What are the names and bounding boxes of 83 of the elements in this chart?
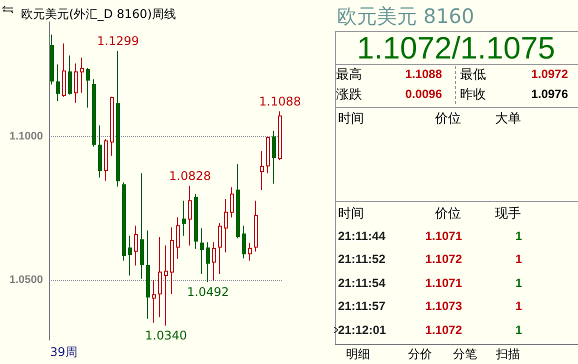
text: 0.0096	[405, 87, 442, 101]
y-tick-label: 1.0500	[9, 274, 43, 286]
candlestick	[272, 130, 276, 184]
text: 1.0972	[531, 67, 568, 81]
candlestick	[248, 242, 252, 262]
candlestick	[152, 280, 156, 324]
candlestick	[188, 185, 192, 246]
text: 1	[515, 323, 522, 337]
text: 分笔	[453, 347, 477, 361]
candlestick	[110, 96, 114, 156]
text: 时间	[338, 110, 364, 126]
candlestick	[62, 42, 66, 98]
candlestick	[218, 222, 222, 274]
text: 1.1073	[425, 299, 462, 313]
text: 欧元美元 8160	[337, 4, 474, 28]
text: 21:12:01	[338, 323, 386, 337]
candlestick	[176, 216, 180, 260]
text: 大单	[495, 110, 521, 126]
text: 1	[515, 276, 522, 290]
candlestick	[140, 172, 144, 280]
text: 1	[515, 299, 522, 313]
text: 最高	[336, 66, 362, 82]
candlestick	[86, 67, 90, 108]
text: 21:11:57	[338, 299, 386, 313]
text: 昨收	[460, 86, 486, 102]
text: 39周	[50, 345, 78, 359]
text: 1.0976	[531, 87, 568, 101]
chart-title: 欧元美元(外汇_D 8160)周线	[21, 7, 176, 21]
text: 涨跌	[336, 86, 362, 102]
candlestick	[224, 198, 228, 253]
candlestick	[278, 110, 282, 161]
text: 21:11:54	[338, 276, 386, 290]
annotation: 1.1088	[259, 94, 301, 108]
text: 1.1071	[425, 276, 462, 290]
candlestick	[122, 182, 126, 262]
candlestick	[212, 242, 216, 281]
candlestick	[236, 164, 240, 239]
text: 最低	[460, 66, 486, 82]
text: 1	[515, 229, 522, 243]
candlestick	[146, 230, 150, 320]
candlestick	[158, 236, 162, 318]
text: 1.1088	[405, 67, 442, 81]
text: 明细	[346, 347, 370, 361]
candlestick	[206, 242, 210, 283]
text: 1.1072	[425, 323, 462, 337]
candlestick	[104, 138, 108, 182]
annotation: 1.0340	[145, 328, 187, 343]
candlestick	[50, 34, 54, 85]
text: 21:11:52	[338, 252, 386, 266]
text: 价位	[435, 110, 461, 126]
candlestick	[128, 235, 132, 276]
candlestick	[116, 50, 120, 187]
candlestick	[266, 136, 270, 174]
candlestick	[92, 78, 96, 148]
text: 21:11:44	[338, 229, 386, 243]
candlestick	[260, 150, 264, 190]
annotation: 1.0828	[169, 168, 211, 183]
candlestick	[74, 63, 78, 104]
candlestick	[200, 228, 204, 274]
candlestick	[98, 124, 102, 178]
candlestick	[254, 200, 258, 252]
candlestick	[170, 226, 174, 294]
annotation: 1.0492	[187, 285, 229, 300]
candlestick	[182, 200, 186, 236]
text: 现手	[495, 206, 521, 220]
text: 分价	[408, 347, 432, 361]
candlestick	[68, 55, 72, 95]
candlestick	[242, 225, 246, 259]
candlestick	[164, 244, 168, 326]
candlestick	[194, 194, 198, 250]
text: 1.1072	[425, 252, 462, 266]
candlestick	[56, 64, 60, 102]
annotation: 1.1299	[97, 34, 139, 48]
y-tick-label: 1.1000	[9, 130, 43, 143]
text: 扫描	[496, 347, 520, 361]
text: 1	[515, 252, 522, 266]
candlestick	[230, 186, 234, 218]
candlestick	[80, 57, 84, 94]
text: 价位	[435, 206, 461, 220]
text: 1.1072/1.1075	[356, 30, 556, 66]
text: 时间	[338, 206, 364, 220]
text: 1.1071	[425, 229, 462, 243]
candlestick	[134, 225, 138, 266]
